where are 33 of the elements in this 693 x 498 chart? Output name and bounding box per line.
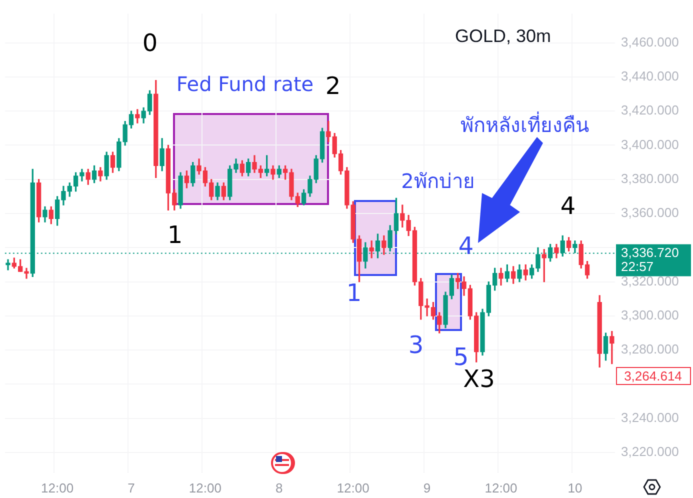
y-tick-label: 3,280.000 bbox=[621, 342, 679, 357]
y-tick-label: 3,220.000 bbox=[621, 444, 679, 460]
y-tick-label: 3,240.000 bbox=[621, 410, 679, 425]
x-tick-label: 8 bbox=[276, 480, 283, 496]
y-tick-label: 3,460.000 bbox=[621, 34, 679, 50]
annotation: 0 bbox=[142, 29, 158, 58]
annotation: 4 bbox=[458, 232, 474, 260]
x-tick-label: 9 bbox=[423, 480, 431, 496]
y-tick-label: 3,320.000 bbox=[621, 273, 679, 288]
ref-line-label: 3,336.720 22:57 bbox=[621, 244, 679, 274]
x-tick-label: 7 bbox=[128, 480, 135, 496]
annotation: 4 bbox=[560, 192, 576, 220]
annotation: 2 bbox=[325, 72, 341, 100]
y-tick-label: 3,400.000 bbox=[621, 136, 679, 152]
x-tick-label: 12:00 bbox=[336, 480, 370, 496]
y-tick-label: 3,380.000 bbox=[621, 170, 679, 186]
y-tick-label: 3,440.000 bbox=[621, 68, 679, 84]
y-tick-label: 3,360.000 bbox=[621, 205, 679, 220]
x-tick-label: 12:00 bbox=[41, 480, 74, 496]
x-tick-label: 12:00 bbox=[484, 480, 518, 496]
annotation: พักหลังเที่ยงคืน bbox=[460, 111, 590, 138]
y-tick-label: 3,300.000 bbox=[621, 308, 679, 323]
x-tick-label: 12:00 bbox=[188, 480, 222, 496]
x-tick-label: 10 bbox=[568, 480, 582, 496]
text: 3,264.614 bbox=[624, 368, 682, 384]
annotation: X3 bbox=[463, 365, 495, 394]
annotation: Fed Fund rate bbox=[176, 72, 314, 96]
annotation: 2พักบ่าย bbox=[401, 169, 475, 194]
annotation: 3 bbox=[408, 331, 424, 360]
annotation: 1 bbox=[346, 279, 362, 308]
text: GOLD, 30m bbox=[455, 26, 552, 47]
annotation: 1 bbox=[167, 221, 183, 250]
y-tick-label: 3,420.000 bbox=[621, 102, 679, 118]
